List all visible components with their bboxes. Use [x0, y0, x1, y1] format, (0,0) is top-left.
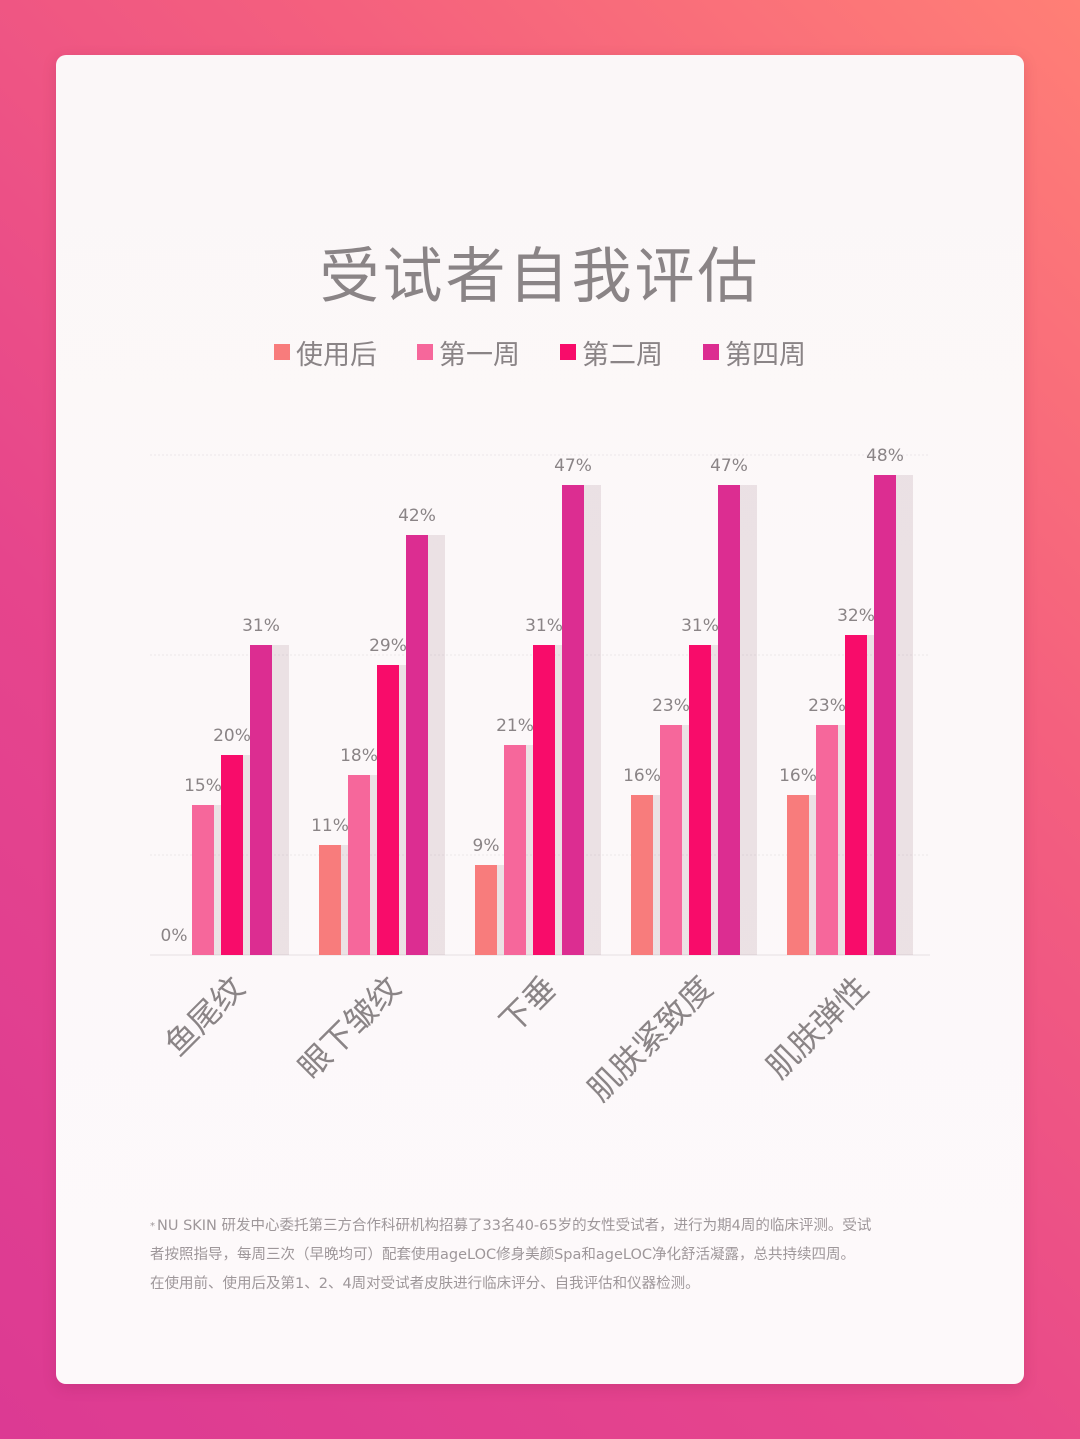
- data-label: 48%: [866, 446, 904, 466]
- data-label: 18%: [340, 746, 378, 766]
- legend-label: 第一周: [439, 339, 520, 371]
- data-label: 31%: [525, 616, 563, 636]
- bar: [631, 795, 653, 955]
- category-label: 眼下皱纹: [291, 969, 408, 1086]
- bar: [874, 475, 896, 955]
- data-label: 15%: [184, 776, 222, 796]
- chart-title: 受试者自我评估: [319, 242, 761, 313]
- data-label: 16%: [623, 766, 661, 786]
- footnote-line-2: 者按照指导，每周三次（早晚均可）配套使用ageLOC修身美颜Spa和ageLOC…: [150, 1247, 856, 1263]
- bar: [377, 665, 399, 955]
- data-label: 20%: [213, 726, 251, 746]
- legend-item-week-2: 第二周: [560, 333, 663, 372]
- legend-swatch: [560, 344, 576, 360]
- bar: [319, 845, 341, 955]
- bar: [816, 725, 838, 955]
- category-label: 下垂: [492, 969, 564, 1041]
- category-label: 肌肤紧致度: [580, 969, 720, 1109]
- bar: [562, 485, 584, 955]
- bar: [533, 645, 555, 955]
- data-label: 31%: [681, 616, 719, 636]
- bar: [250, 645, 272, 955]
- footnote-line-1: * NU SKIN 研发中心委托第三方合作科研机构招募了33名40-65岁的女性受…: [150, 1218, 872, 1234]
- footnote-line-3: 在使用前、使用后及第1、2、4周对受试者皮肤进行临床评分、自我评估和仪器检测。: [150, 1276, 700, 1292]
- data-label: 0%: [161, 926, 188, 946]
- footnote: * NU SKIN 研发中心委托第三方合作科研机构招募了33名40-65岁的女性受…: [150, 1212, 925, 1299]
- data-label: 9%: [473, 836, 500, 856]
- legend-swatch: [703, 344, 719, 360]
- data-label: 11%: [311, 816, 349, 836]
- legend-swatch: [417, 344, 433, 360]
- bar: [689, 645, 711, 955]
- data-label: 29%: [369, 636, 407, 656]
- data-label: 47%: [554, 456, 592, 476]
- legend-item-week-4: 第四周: [703, 333, 806, 372]
- data-label: 32%: [837, 606, 875, 626]
- data-label: 31%: [242, 616, 280, 636]
- legend-label: 第四周: [725, 339, 806, 371]
- data-label: 47%: [710, 456, 748, 476]
- bar: [221, 755, 243, 955]
- bar-chart: 0% 15% 20% 31% 鱼尾纹 11% 18% 29% 42% 眼下皱纹 9% 21% 31% 47…: [150, 446, 930, 1109]
- category-label: 肌肤弹性: [759, 969, 876, 1086]
- data-label: 42%: [398, 506, 436, 526]
- category-label: 鱼尾纹: [157, 969, 252, 1064]
- data-label: 23%: [652, 696, 690, 716]
- footnote-marker: *: [150, 1221, 155, 1232]
- legend-label: 第二周: [582, 339, 663, 371]
- bar: [660, 725, 682, 955]
- bar: [718, 485, 740, 955]
- legend-label: 使用后: [296, 339, 377, 371]
- bar: [504, 745, 526, 955]
- bar: [348, 775, 370, 955]
- bar: [406, 535, 428, 955]
- bar: [192, 805, 214, 955]
- data-label: 23%: [808, 696, 846, 716]
- bar: [845, 635, 867, 955]
- data-label: 16%: [779, 766, 817, 786]
- legend-swatch: [274, 344, 290, 360]
- data-label: 21%: [496, 716, 534, 736]
- chart-legend: 使用后 第一周 第二周 第四周: [0, 332, 1080, 372]
- legend-item-week-1: 第一周: [417, 333, 520, 372]
- legend-item-after-use: 使用后: [274, 333, 377, 372]
- bar: [475, 865, 497, 955]
- bar: [787, 795, 809, 955]
